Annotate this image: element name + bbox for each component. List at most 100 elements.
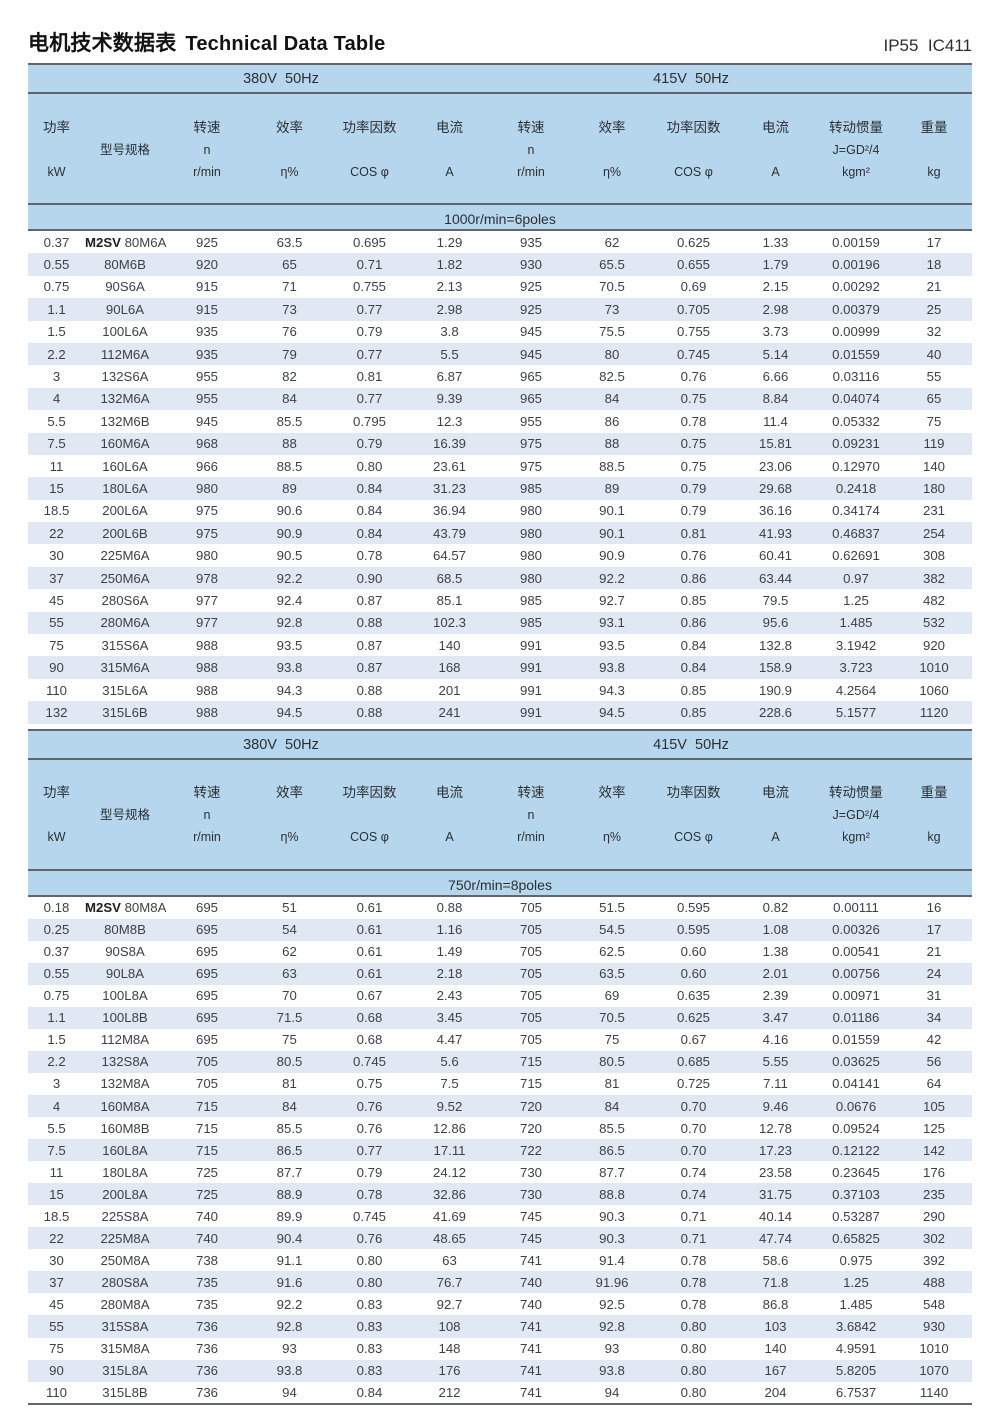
cell-power-factor-380: 0.81 [356,369,383,385]
cell-efficiency-415: 93 [604,1341,620,1357]
cell-power: 4 [52,1098,61,1114]
cell-inertia: 0.0676 [835,1098,877,1114]
cell-power-factor-415: 0.755 [676,324,710,340]
cell-speed-415: 745 [519,1208,542,1224]
cell-model: 132M6A [100,391,150,407]
cell-power-factor-415: 0.70 [680,1120,707,1136]
column-header-text: n [203,142,211,157]
cell-inertia: 0.00756 [832,966,880,982]
cell-efficiency-415: 90.3 [599,1208,625,1224]
cell-model: 315L8B [102,1384,148,1400]
cell-current-380: 41.69 [432,1208,466,1224]
column-header-text: 型号规格 [99,142,150,157]
cell-efficiency-415: 90.1 [599,525,625,541]
cell-current-380: 12.86 [432,1120,466,1136]
cell-current-415: 11.4 [763,413,788,429]
cell-power-factor-380: 0.795 [352,413,386,429]
cell-power-factor-380: 0.88 [356,615,383,631]
cell-current-380: 212 [438,1384,461,1400]
cell-current-415: 2.39 [762,988,789,1004]
column-header-text: kg [927,164,941,179]
cell-inertia: 4.9591 [835,1341,877,1357]
cell-efficiency-415: 70.5 [599,1010,625,1026]
cell-current-380: 3.45 [436,1010,463,1026]
cell-speed-415: 991 [519,704,542,720]
cell-speed-415: 925 [519,301,542,317]
cell-efficiency-415: 94.3 [599,682,625,698]
cell-speed-380: 740 [195,1208,218,1224]
protection-rating: IP55 IC411 [883,36,972,55]
cell-model: 160M8A [100,1098,150,1114]
column-header-text: 转速 [517,119,545,135]
cell-speed-415: 965 [519,369,542,385]
column-header-text: J=GD²/4 [832,142,880,157]
cell-efficiency-380: 89.9 [276,1208,303,1224]
cell-current-380: 23.61 [432,458,466,474]
cell-power-factor-380: 0.745 [352,1208,386,1224]
cell-speed-415: 980 [519,548,542,564]
cell-current-380: 48.65 [432,1230,466,1246]
column-header-text: r/min [193,164,221,179]
cell-efficiency-380: 51 [282,900,297,916]
cell-power-factor-380: 0.61 [356,944,383,960]
cell-model: 315M6A [100,660,150,676]
cell-current-380: 168 [438,660,461,676]
cell-speed-415: 741 [519,1252,542,1268]
cell-inertia: 3.723 [839,660,873,676]
column-header-text: r/min [517,830,545,845]
cell-power: 0.25 [43,922,70,938]
cell-weight: 920 [922,637,945,653]
cell-efficiency-415: 88.8 [599,1186,625,1202]
cell-speed-415: 741 [519,1363,542,1379]
cell-efficiency-380: 88 [282,436,297,452]
cell-power-factor-415: 0.625 [676,1010,710,1026]
table-row: 11 180L8A 725 87.7 0.79 24.12 730 87.7 0.74 23.58… [28,1161,972,1183]
cell-power-factor-415: 0.78 [680,1274,707,1290]
cell-model: 160L6A [102,458,148,474]
cell-inertia: 0.03116 [832,369,880,385]
cell-power-factor-415: 0.595 [676,900,710,916]
cell-power: 45 [49,592,64,608]
cell-power-factor-415: 0.74 [680,1164,707,1180]
table-row: 3 132S6A 955 82 0.81 6.87 965 82.5 0.76 6.66 0.031… [28,365,972,387]
cell-weight: 140 [922,458,945,474]
cell-current-380: 1.49 [436,944,463,960]
cell-model: 132S8A [101,1054,149,1070]
cell-current-415: 29.68 [758,480,792,496]
cell-efficiency-380: 92.8 [276,1319,303,1334]
cell-power: 18.5 [43,503,70,519]
cell-speed-380: 695 [195,900,218,916]
cell-current-380: 201 [438,682,461,698]
cell-power: 55 [49,1319,64,1334]
column-header-text: 转速 [193,785,221,801]
cell-power: 0.75 [43,279,70,295]
cell-speed-380: 977 [195,592,218,608]
cell-inertia: 0.62691 [832,548,880,564]
column-header-text: n [527,142,535,157]
cell-power-factor-380: 0.83 [356,1296,383,1312]
cell-efficiency-380: 90.6 [276,503,303,519]
cell-power-factor-415: 0.74 [680,1186,707,1202]
cell-inertia: 0.2418 [835,480,877,496]
column-header-current-415: 电流 A [735,117,816,183]
table-row: 5.5 160M8B 715 85.5 0.76 12.86 720 85.5 0.70 12.7… [28,1117,972,1139]
column-header-text: J=GD²/4 [832,808,880,823]
cell-speed-380: 715 [195,1142,218,1158]
cell-speed-380: 988 [195,637,218,653]
cell-power: 22 [49,1230,64,1246]
table-row: 0.37 M2SV 80M6A 925 63.5 0.695 1.29 935 62 0.625… [28,231,972,253]
table-row: 0.25 80M8B 695 54 0.61 1.16 705 54.5 0.595 1.08 0.… [28,918,972,941]
cell-power: 30 [49,548,64,564]
cell-current-380: 64.57 [432,548,466,564]
cell-speed-415: 705 [519,900,542,916]
cell-power-factor-380: 0.80 [356,458,383,474]
cell-power: 30 [49,1252,64,1268]
cell-power: 1.1 [47,301,66,317]
cell-weight: 488 [922,1274,945,1290]
cell-speed-415: 705 [519,966,542,982]
column-header-text [652,139,735,161]
cell-efficiency-415: 75 [604,1032,620,1048]
cell-inertia: 1.25 [843,1274,869,1290]
cell-efficiency-415: 93.5 [599,637,625,653]
table-row: 30 225M6A 980 90.5 0.78 64.57 980 90.9 0.76 60.41… [28,544,972,566]
